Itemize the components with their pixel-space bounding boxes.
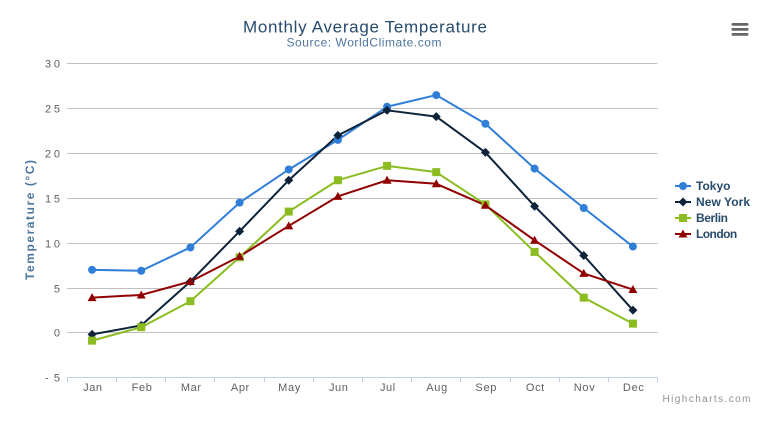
svg-text:Oct: Oct [526, 382, 544, 394]
svg-text:Sep: Sep [475, 382, 496, 394]
svg-text:5: 5 [54, 284, 60, 296]
svg-text:Temperature (°C): Temperature (°C) [23, 160, 37, 280]
svg-text:Feb: Feb [132, 382, 152, 394]
svg-text:New York: New York [696, 195, 750, 209]
svg-text:Highcharts.com: Highcharts.com [663, 394, 751, 405]
svg-text:Aug: Aug [426, 382, 447, 394]
svg-text:Jan: Jan [83, 382, 102, 394]
svg-text:Jun: Jun [329, 382, 348, 394]
svg-text:Jul: Jul [380, 382, 395, 394]
svg-text:Monthly Average Temperature: Monthly Average Temperature [243, 18, 487, 37]
svg-text:Tokyo: Tokyo [696, 179, 731, 193]
svg-text:London: London [696, 227, 737, 241]
svg-text:Source: WorldClimate.com: Source: WorldClimate.com [287, 36, 442, 50]
svg-text:Nov: Nov [574, 382, 596, 394]
svg-text:Apr: Apr [231, 382, 250, 394]
svg-text:Mar: Mar [181, 382, 202, 394]
svg-text:Dec: Dec [623, 382, 645, 394]
svg-text:May: May [278, 382, 301, 394]
svg-text:0: 0 [54, 328, 60, 340]
svg-text:Berlin: Berlin [696, 211, 728, 225]
